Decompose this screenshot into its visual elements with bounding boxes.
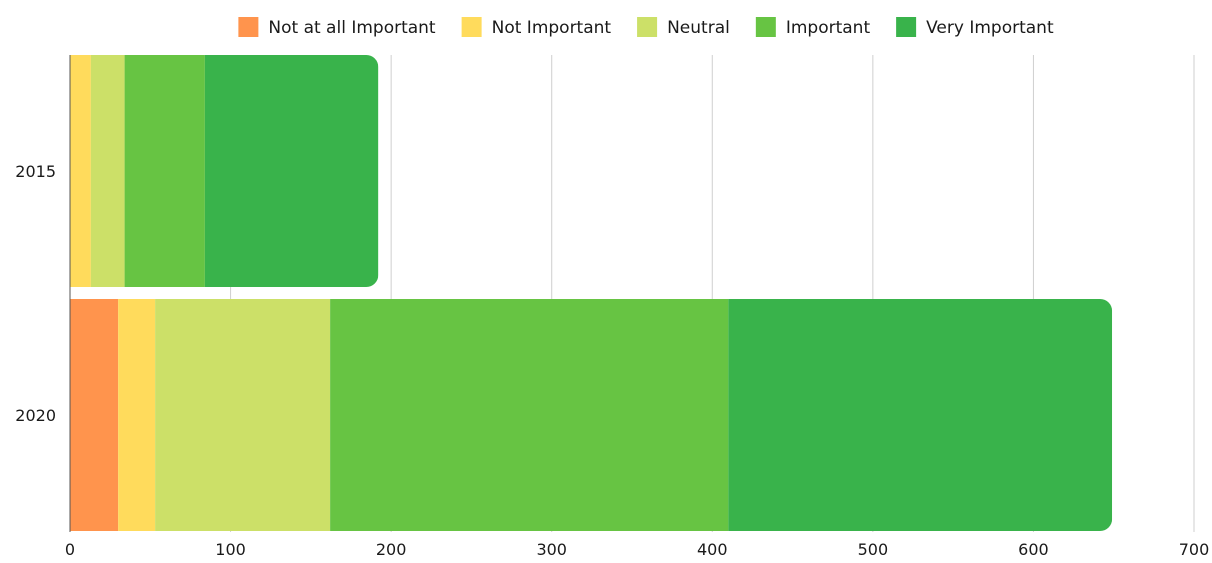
legend-label-not-important: Not Important <box>492 18 612 38</box>
legend-item-neutral[interactable]: Neutral <box>637 17 730 38</box>
y-axis-categories: 2015 2020 <box>15 162 56 425</box>
legend-swatch-important <box>755 17 776 37</box>
legend-label-very-important: Very Important <box>926 18 1054 38</box>
bar-2015-not-important <box>70 55 91 287</box>
bar-2020-very-important <box>728 299 1113 531</box>
legend-item-not-important[interactable]: Not Important <box>461 17 612 38</box>
bar-2015-very-important <box>204 55 379 287</box>
category-label-2015: 2015 <box>15 162 56 181</box>
bar-2015-important <box>124 55 205 287</box>
x-tick-label-500: 500 <box>858 540 889 559</box>
legend-label-neutral: Neutral <box>667 18 730 38</box>
bar-2015-neutral <box>90 55 125 287</box>
x-tick-label-200: 200 <box>376 540 407 559</box>
gridlines <box>230 55 1195 532</box>
legend-swatch-very-important <box>896 17 917 37</box>
category-label-2020: 2020 <box>15 406 56 425</box>
legend-item-very-important[interactable]: Very Important <box>896 17 1054 38</box>
legend-label-not-at-all-important: Not at all Important <box>268 18 436 38</box>
bar-2020-not-important <box>118 299 156 531</box>
legend-swatch-not-at-all-important <box>238 17 259 37</box>
x-tick-label-100: 100 <box>215 540 246 559</box>
legend-item-important[interactable]: Important <box>755 17 871 38</box>
legend-item-not-at-all-important[interactable]: Not at all Important <box>238 17 436 38</box>
x-tick-label-700: 700 <box>1179 540 1210 559</box>
legend-swatch-not-important <box>461 17 482 37</box>
x-tick-label-0: 0 <box>65 540 75 559</box>
x-axis: 0 100 200 300 400 500 600 700 <box>65 55 1209 559</box>
bar-group-2020 <box>70 299 1113 531</box>
bar-2020-neutral <box>155 299 331 531</box>
x-tick-label-400: 400 <box>697 540 728 559</box>
x-tick-label-600: 600 <box>1018 540 1049 559</box>
bar-2020-important <box>330 299 729 531</box>
x-tick-label-300: 300 <box>536 540 567 559</box>
bar-group-2015 <box>70 55 379 287</box>
bar-2020-not-at-all-important <box>70 299 119 531</box>
legend-label-important: Important <box>786 18 871 38</box>
bars <box>70 55 1113 531</box>
legend-swatch-neutral <box>637 17 658 37</box>
legend: Not at all Important Not Important Neutral… <box>238 17 1054 38</box>
